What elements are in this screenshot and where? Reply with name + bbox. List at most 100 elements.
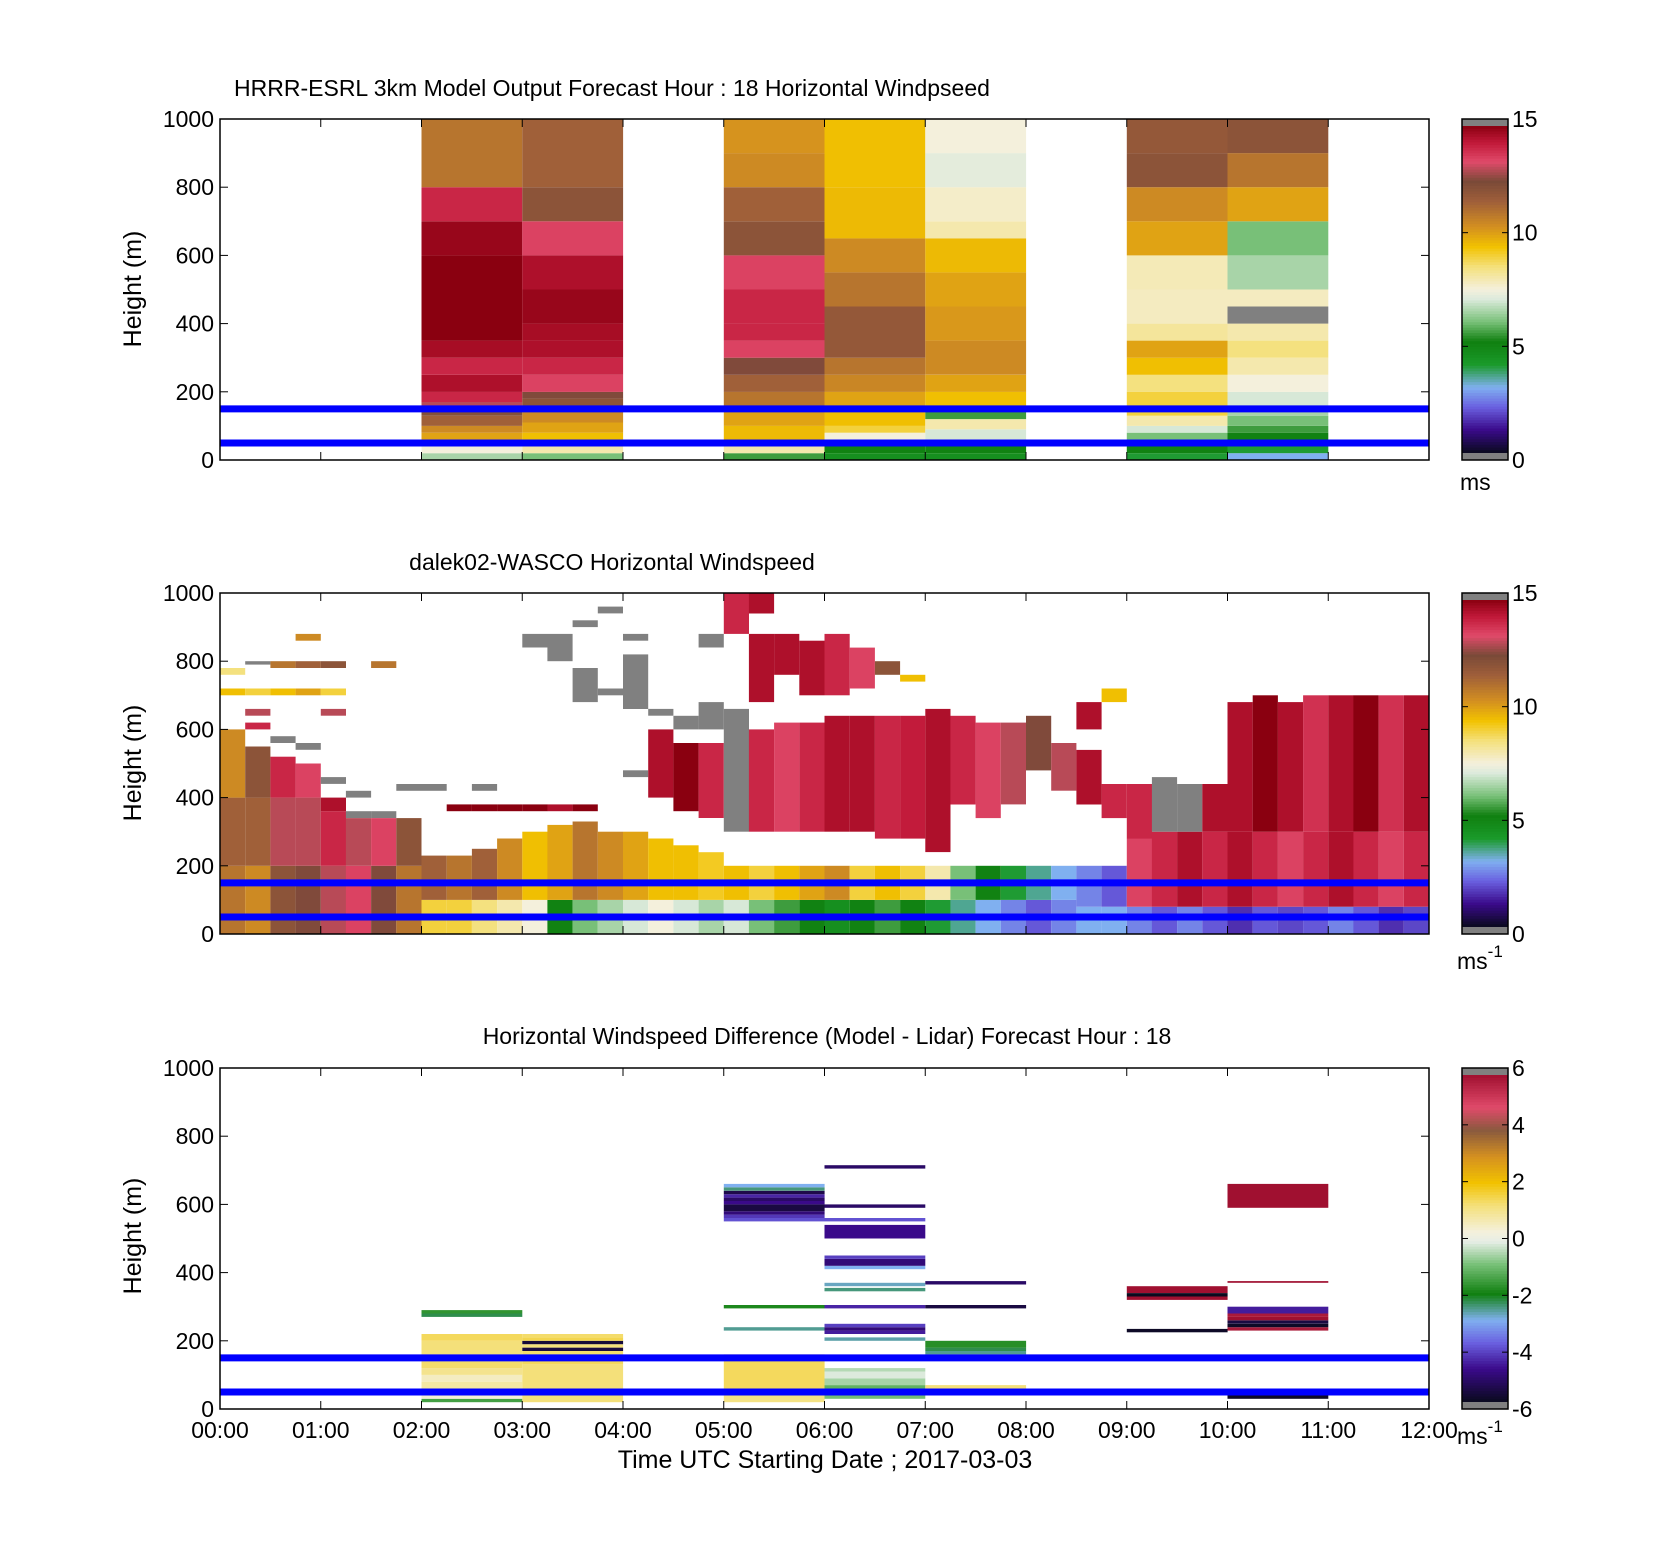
heatmap-cell [522,1351,624,1355]
heatmap-cell [1328,695,1354,832]
colorbar-segment [1462,1355,1508,1359]
colorbar-under [1462,927,1508,934]
colorbar-segment [1462,1295,1508,1300]
colorbar-segment [1462,1306,1508,1310]
colorbar-segment [1462,902,1508,906]
heatmap-cell [320,688,346,696]
colorbar-frame [1461,118,1509,461]
heatmap-cell [723,1190,825,1195]
colorbar-segment [1462,387,1508,391]
colorbar-segment [1462,1184,1508,1188]
heatmap-cell [1227,702,1253,832]
heatmap-cell [1126,1286,1228,1293]
heatmap-cell [522,221,624,256]
heatmap-cell [824,1368,926,1372]
heatmap-cell [547,824,573,900]
heatmap-cell [723,391,825,409]
colorbar-segment [1462,747,1508,751]
heatmap-cell [522,446,624,454]
y-tick-label: 400 [176,1260,214,1286]
colorbar-segment [1462,183,1508,187]
heatmap-cell [1126,119,1228,154]
heatmap-cell [245,797,271,866]
colorbar-segment [1462,447,1508,451]
colorbar-segment [1462,809,1508,814]
colorbar-segment [1462,1380,1508,1384]
heatmap-cell [421,374,523,392]
colorbar-segment [1462,714,1508,718]
heatmap-cell [623,770,649,778]
colorbar-segment [1462,134,1508,138]
colorbar-segment [1462,1303,1508,1308]
colorbar-segment [1462,395,1508,400]
y-axis-label: Height (m) [119,1178,147,1295]
heatmap-cell [421,446,523,454]
heatmap-cell [698,743,724,818]
colorbar-tick-label: 10 [1512,694,1538,720]
heatmap-cell [723,221,825,256]
colorbar-segment [1462,423,1508,427]
colorbar-tick-label: 15 [1512,106,1538,132]
colorbar-segment [1462,1328,1508,1332]
colorbar-segment [1462,1164,1508,1169]
x-tick-label: 04:00 [594,1417,652,1443]
colorbar-segment [1462,646,1508,650]
heatmap-cell [748,729,775,832]
heatmap-cell [371,865,397,934]
heatmap-cell [522,255,624,290]
heatmap-cell [471,784,498,791]
colorbar-segment [1462,1290,1508,1294]
heatmap-cell [421,855,447,900]
heatmap-cell [1277,702,1304,832]
heatmap-cell [774,633,800,675]
colorbar-segment [1462,1241,1508,1245]
colorbar-segment [1462,264,1508,269]
heatmap-cell [1303,695,1329,832]
colorbar-segment [1462,324,1508,329]
heatmap-cell [597,831,623,900]
heatmap-cell [723,1197,825,1201]
colorbar-segment [1462,1320,1508,1324]
colorbar-segment [1462,738,1508,743]
colorbar-segment [1462,1374,1508,1379]
colorbar-segment [1462,275,1508,280]
colorbar-segment [1462,891,1508,895]
colorbar-segment [1462,643,1508,647]
colorbar-segment [1462,229,1508,233]
colorbar-segment [1462,354,1508,359]
colorbar-frame [1461,592,1509,935]
colorbar-segment [1462,706,1508,710]
colorbar-segment [1462,1208,1508,1212]
heatmap-cell [925,708,951,853]
colorbar-tick-label: -2 [1512,1282,1532,1308]
heatmap-cell [925,1305,1027,1309]
colorbar-segment [1462,202,1508,206]
heatmap-cell [925,446,1027,454]
colorbar-segment [1462,888,1508,893]
heatmap-cell [1151,831,1178,907]
heatmap-cell [1126,187,1228,222]
heatmap-cell [723,1194,825,1198]
colorbar-segment [1462,654,1508,658]
colorbar-segment [1462,1224,1508,1229]
colorbar-segment [1462,1137,1508,1141]
heatmap-cell [421,255,523,341]
heatmap-cell [824,1330,926,1334]
heatmap-cell [320,797,346,812]
colorbar-tick-label: 5 [1512,807,1525,833]
y-tick-label: 1000 [163,580,214,606]
heatmap-cell [320,811,346,866]
heatmap-cell [320,865,346,934]
y-tick-label: 600 [176,242,214,268]
colorbar-segment [1462,1260,1508,1264]
colorbar-segment [1462,668,1508,672]
heatmap-cell [270,736,296,743]
colorbar-segment [1462,1276,1508,1280]
colorbar-segment [1462,1200,1508,1204]
colorbar-unit-superscript: -1 [1488,942,1503,961]
colorbar-segment [1462,760,1508,765]
colorbar-segment [1462,1219,1508,1223]
colorbar-segment [1462,1148,1508,1152]
colorbar-segment [1462,1391,1508,1395]
